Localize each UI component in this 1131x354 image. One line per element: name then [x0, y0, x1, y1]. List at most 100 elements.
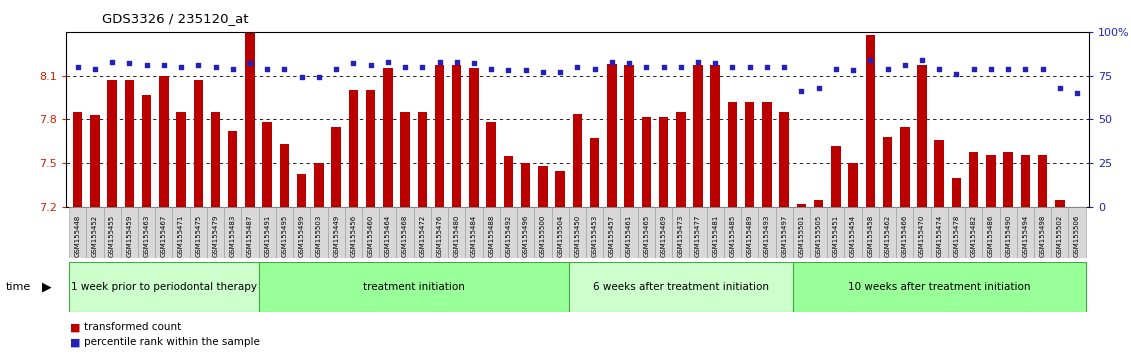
Bar	[155, 207, 172, 258]
Point	[465, 61, 483, 66]
Text: GSM155467: GSM155467	[161, 215, 166, 257]
Bar	[69, 262, 259, 312]
Bar	[414, 207, 431, 258]
Point	[172, 64, 190, 70]
Bar	[676, 112, 685, 207]
Point	[69, 64, 87, 70]
Bar	[917, 65, 926, 207]
Bar	[693, 65, 702, 207]
Bar	[483, 207, 500, 258]
Text: GSM155456: GSM155456	[351, 215, 356, 257]
Text: GSM155474: GSM155474	[936, 215, 942, 257]
Bar	[1000, 207, 1017, 258]
Bar	[1034, 207, 1051, 258]
Point	[724, 64, 742, 70]
Bar	[104, 207, 121, 258]
Bar	[193, 80, 204, 207]
Bar	[779, 112, 789, 207]
Bar	[310, 207, 328, 258]
Bar	[603, 207, 621, 258]
Point	[103, 59, 121, 64]
Point	[793, 88, 811, 94]
Point	[672, 64, 690, 70]
Bar	[172, 207, 190, 258]
Bar	[434, 65, 444, 207]
Bar	[710, 65, 720, 207]
Bar	[210, 112, 221, 207]
Bar	[379, 207, 397, 258]
Bar	[1055, 200, 1064, 207]
Point	[413, 64, 431, 70]
Bar	[259, 207, 276, 258]
Bar	[658, 116, 668, 207]
Point	[1017, 66, 1035, 72]
Bar	[793, 207, 810, 258]
Bar	[417, 112, 428, 207]
Bar	[314, 163, 323, 207]
Point	[758, 64, 776, 70]
Bar	[124, 80, 135, 207]
Text: GSM155502: GSM155502	[1056, 215, 1063, 257]
Bar	[469, 68, 478, 207]
Point	[241, 61, 259, 66]
Bar	[207, 207, 224, 258]
Bar	[517, 207, 534, 258]
Text: GSM155452: GSM155452	[92, 215, 98, 257]
Bar	[900, 127, 909, 207]
Text: GSM155459: GSM155459	[127, 215, 132, 257]
Text: GSM155451: GSM155451	[832, 215, 839, 257]
Point	[275, 66, 293, 72]
Bar	[397, 207, 414, 258]
Text: ▶: ▶	[42, 280, 52, 293]
Bar	[348, 90, 359, 207]
Point	[568, 64, 586, 70]
Bar	[500, 207, 517, 258]
Point	[86, 66, 104, 72]
Point	[327, 66, 345, 72]
Text: GSM155471: GSM155471	[178, 215, 184, 257]
Bar	[741, 207, 758, 258]
Bar	[1051, 207, 1069, 258]
Bar	[762, 102, 771, 207]
Text: GSM155476: GSM155476	[437, 215, 442, 257]
Point	[379, 59, 397, 64]
Bar	[931, 207, 948, 258]
Bar	[555, 171, 564, 207]
Point	[431, 59, 449, 64]
Bar	[641, 116, 651, 207]
Bar	[607, 64, 616, 207]
Text: GSM155496: GSM155496	[523, 215, 528, 257]
Bar	[776, 207, 793, 258]
Text: GSM155468: GSM155468	[402, 215, 408, 257]
Bar	[362, 207, 379, 258]
Bar	[400, 112, 409, 207]
Bar	[572, 114, 582, 207]
Text: GSM155450: GSM155450	[575, 215, 580, 257]
Bar	[279, 144, 290, 207]
Text: GSM155484: GSM155484	[470, 215, 477, 257]
Point	[551, 69, 569, 75]
Text: GSM155498: GSM155498	[1039, 215, 1046, 257]
Text: ■: ■	[70, 322, 80, 332]
Text: GSM155463: GSM155463	[144, 215, 149, 257]
Bar	[831, 146, 840, 207]
Point	[482, 66, 500, 72]
Text: GSM155461: GSM155461	[627, 215, 632, 257]
Text: GSM155494: GSM155494	[1022, 215, 1028, 257]
Text: GSM155500: GSM155500	[539, 215, 546, 257]
Point	[655, 64, 673, 70]
Text: GSM155469: GSM155469	[661, 215, 666, 257]
Bar	[827, 207, 845, 258]
Point	[344, 61, 362, 66]
Bar	[590, 138, 599, 207]
Text: GSM155499: GSM155499	[299, 215, 304, 257]
Text: 6 weeks after treatment initiation: 6 weeks after treatment initiation	[593, 282, 769, 292]
Text: GSM155464: GSM155464	[385, 215, 391, 257]
Point	[999, 66, 1017, 72]
Bar	[138, 207, 155, 258]
Bar	[365, 90, 375, 207]
Bar	[793, 262, 1086, 312]
Text: GSM155472: GSM155472	[420, 215, 425, 257]
Point	[586, 66, 604, 72]
Text: GSM155462: GSM155462	[884, 215, 890, 257]
